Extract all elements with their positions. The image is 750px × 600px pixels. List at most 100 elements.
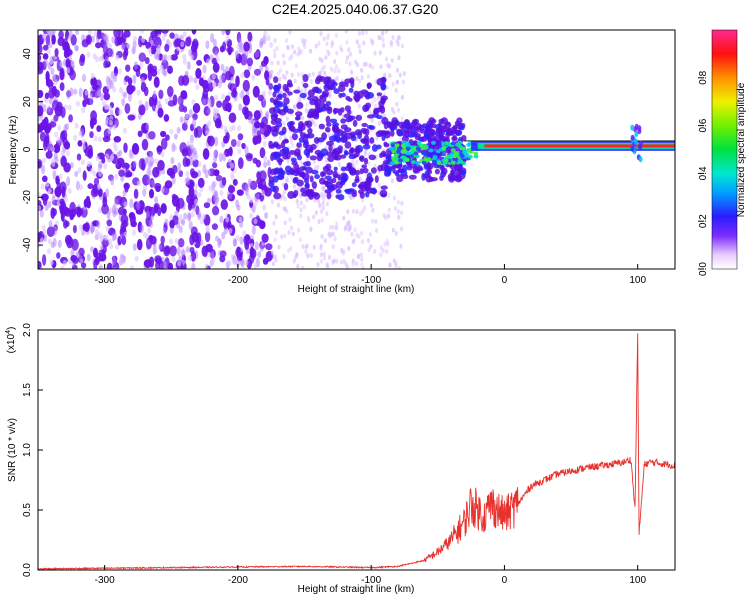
spectrogram-cell xyxy=(419,128,426,134)
spectrogram-cell xyxy=(340,47,344,53)
spectrogram-cell xyxy=(140,30,145,34)
y-tick-label: -40 xyxy=(22,237,33,252)
spectrogram-cell xyxy=(380,150,387,158)
spectrogram-cell xyxy=(361,208,365,214)
spectrogram-cell xyxy=(319,209,323,214)
spectrogram-cell xyxy=(407,126,413,133)
y-tick-label: 1.0 xyxy=(22,443,33,457)
spectrogram-cell xyxy=(259,170,267,182)
spectrogram-cell xyxy=(350,80,355,89)
spectrogram-cell xyxy=(114,107,120,117)
spectrogram-cell xyxy=(381,31,385,37)
spectrogram-cell xyxy=(218,152,223,163)
spectrogram-cell xyxy=(101,203,110,215)
spectrogram-cell xyxy=(38,43,43,55)
spectrogram-cell xyxy=(75,100,80,107)
spectrogram-cell xyxy=(364,30,368,35)
spectrogram-cell xyxy=(454,120,461,127)
spectrogram-cell xyxy=(345,95,351,101)
spectrogram-cell xyxy=(333,173,342,179)
spectrogram-cell xyxy=(220,93,225,100)
spectrogram-cell xyxy=(45,34,51,46)
spectrogram-cell xyxy=(394,171,400,177)
spectrogram-cell xyxy=(319,252,323,258)
spectrogram-cell xyxy=(289,125,296,132)
spectrogram-cell xyxy=(235,234,240,241)
spectrogram-cell xyxy=(359,252,363,258)
spectrogram-cell xyxy=(370,40,374,46)
spectrogram-cell xyxy=(301,172,310,181)
spectrogram-cell xyxy=(128,149,133,159)
spectrogram-cell xyxy=(305,166,313,174)
spectrogram-cell xyxy=(381,248,385,254)
spectrogram-cell xyxy=(152,90,157,99)
spectrogram-cell xyxy=(319,258,323,264)
spectrogram-cell xyxy=(157,44,162,51)
spectrogram-cell xyxy=(214,190,219,201)
spectrogram-cell xyxy=(67,187,72,194)
spectrogram-cell xyxy=(77,140,83,147)
spectrogram-cell xyxy=(312,244,316,250)
spectrogram-cell xyxy=(63,210,72,217)
spectrogram-cell xyxy=(50,241,55,249)
spectrogram-cell xyxy=(169,245,177,257)
spectrogram-cell xyxy=(372,187,377,195)
spectrogram-cell xyxy=(77,167,82,174)
spectrogram-cell xyxy=(379,35,383,41)
spectrogram-cell xyxy=(638,144,643,151)
spectrogram-cell xyxy=(392,109,396,115)
spectrogram-cell xyxy=(38,199,42,207)
spectrogram-cell xyxy=(207,197,211,204)
spectrogram-cell xyxy=(146,177,151,185)
spectrogram-cell xyxy=(348,193,352,199)
spectrogram-cell xyxy=(124,103,131,114)
spectrogram-cell xyxy=(97,207,102,214)
spectrogram-cell xyxy=(41,254,47,266)
colorbar-ticks: 0.0 0.2 0.4 0.6 0.8 xyxy=(698,70,709,276)
spectrogram-cell xyxy=(332,122,339,128)
spectrogram-cell xyxy=(347,109,352,115)
spectrogram-cell xyxy=(206,58,211,65)
spectrogram-cell xyxy=(373,248,377,254)
spectrogram-cell xyxy=(59,68,65,81)
spectrogram-cell xyxy=(212,162,218,169)
spectrogram-cell xyxy=(221,30,226,36)
spectrogram-cell xyxy=(324,189,332,194)
spectrogram-cell xyxy=(305,108,309,114)
spectrogram-cell xyxy=(186,141,191,148)
spectrogram-cell xyxy=(156,145,163,153)
spectrogram-cell xyxy=(253,110,261,121)
spectrogram-cell xyxy=(282,60,286,66)
spectrogram-cell xyxy=(296,203,300,209)
spectrogram-cell xyxy=(183,212,188,220)
spectrogram-cell xyxy=(85,34,93,45)
spectrogram-cell xyxy=(341,250,345,256)
spectrogram-cell xyxy=(326,35,330,41)
spectrogram-cell xyxy=(47,79,54,90)
spectrogram-cell xyxy=(362,40,366,46)
spectrogram-cell xyxy=(228,112,237,123)
spectrogram-cell xyxy=(394,88,398,93)
spectrogram-cell xyxy=(125,64,131,72)
spectrogram-cell xyxy=(285,178,289,184)
spectrogram-cell xyxy=(188,255,192,262)
spectrogram-cell xyxy=(360,262,364,268)
spectrogram-cell xyxy=(169,32,175,39)
top-y-ticks: -40 -20 0 20 40 xyxy=(22,48,43,252)
spectrogram-cell xyxy=(380,95,388,101)
x-tick-label: 100 xyxy=(629,275,646,286)
spectrogram-cell xyxy=(118,169,125,177)
spectrogram-cell xyxy=(316,75,323,82)
spectrogram-cell xyxy=(192,117,197,128)
spectrogram-cell xyxy=(321,90,330,97)
spectrogram-cell xyxy=(359,211,363,217)
spectrogram-cell xyxy=(49,58,54,65)
spectrogram-cell xyxy=(89,131,94,139)
spectrogram-cell xyxy=(366,124,374,129)
spectrogram-cell xyxy=(96,125,102,132)
spectrogram-cell xyxy=(342,258,346,264)
spectrogram-cell xyxy=(369,244,373,249)
spectrogram-cell xyxy=(95,79,102,91)
spectrogram-cell xyxy=(330,40,334,46)
spectrogram-cell xyxy=(157,160,165,171)
